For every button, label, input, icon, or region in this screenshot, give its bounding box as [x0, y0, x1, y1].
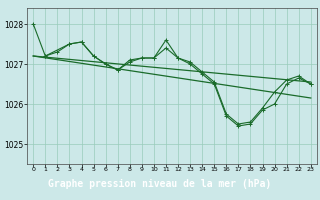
Text: Graphe pression niveau de la mer (hPa): Graphe pression niveau de la mer (hPa)	[48, 179, 272, 189]
